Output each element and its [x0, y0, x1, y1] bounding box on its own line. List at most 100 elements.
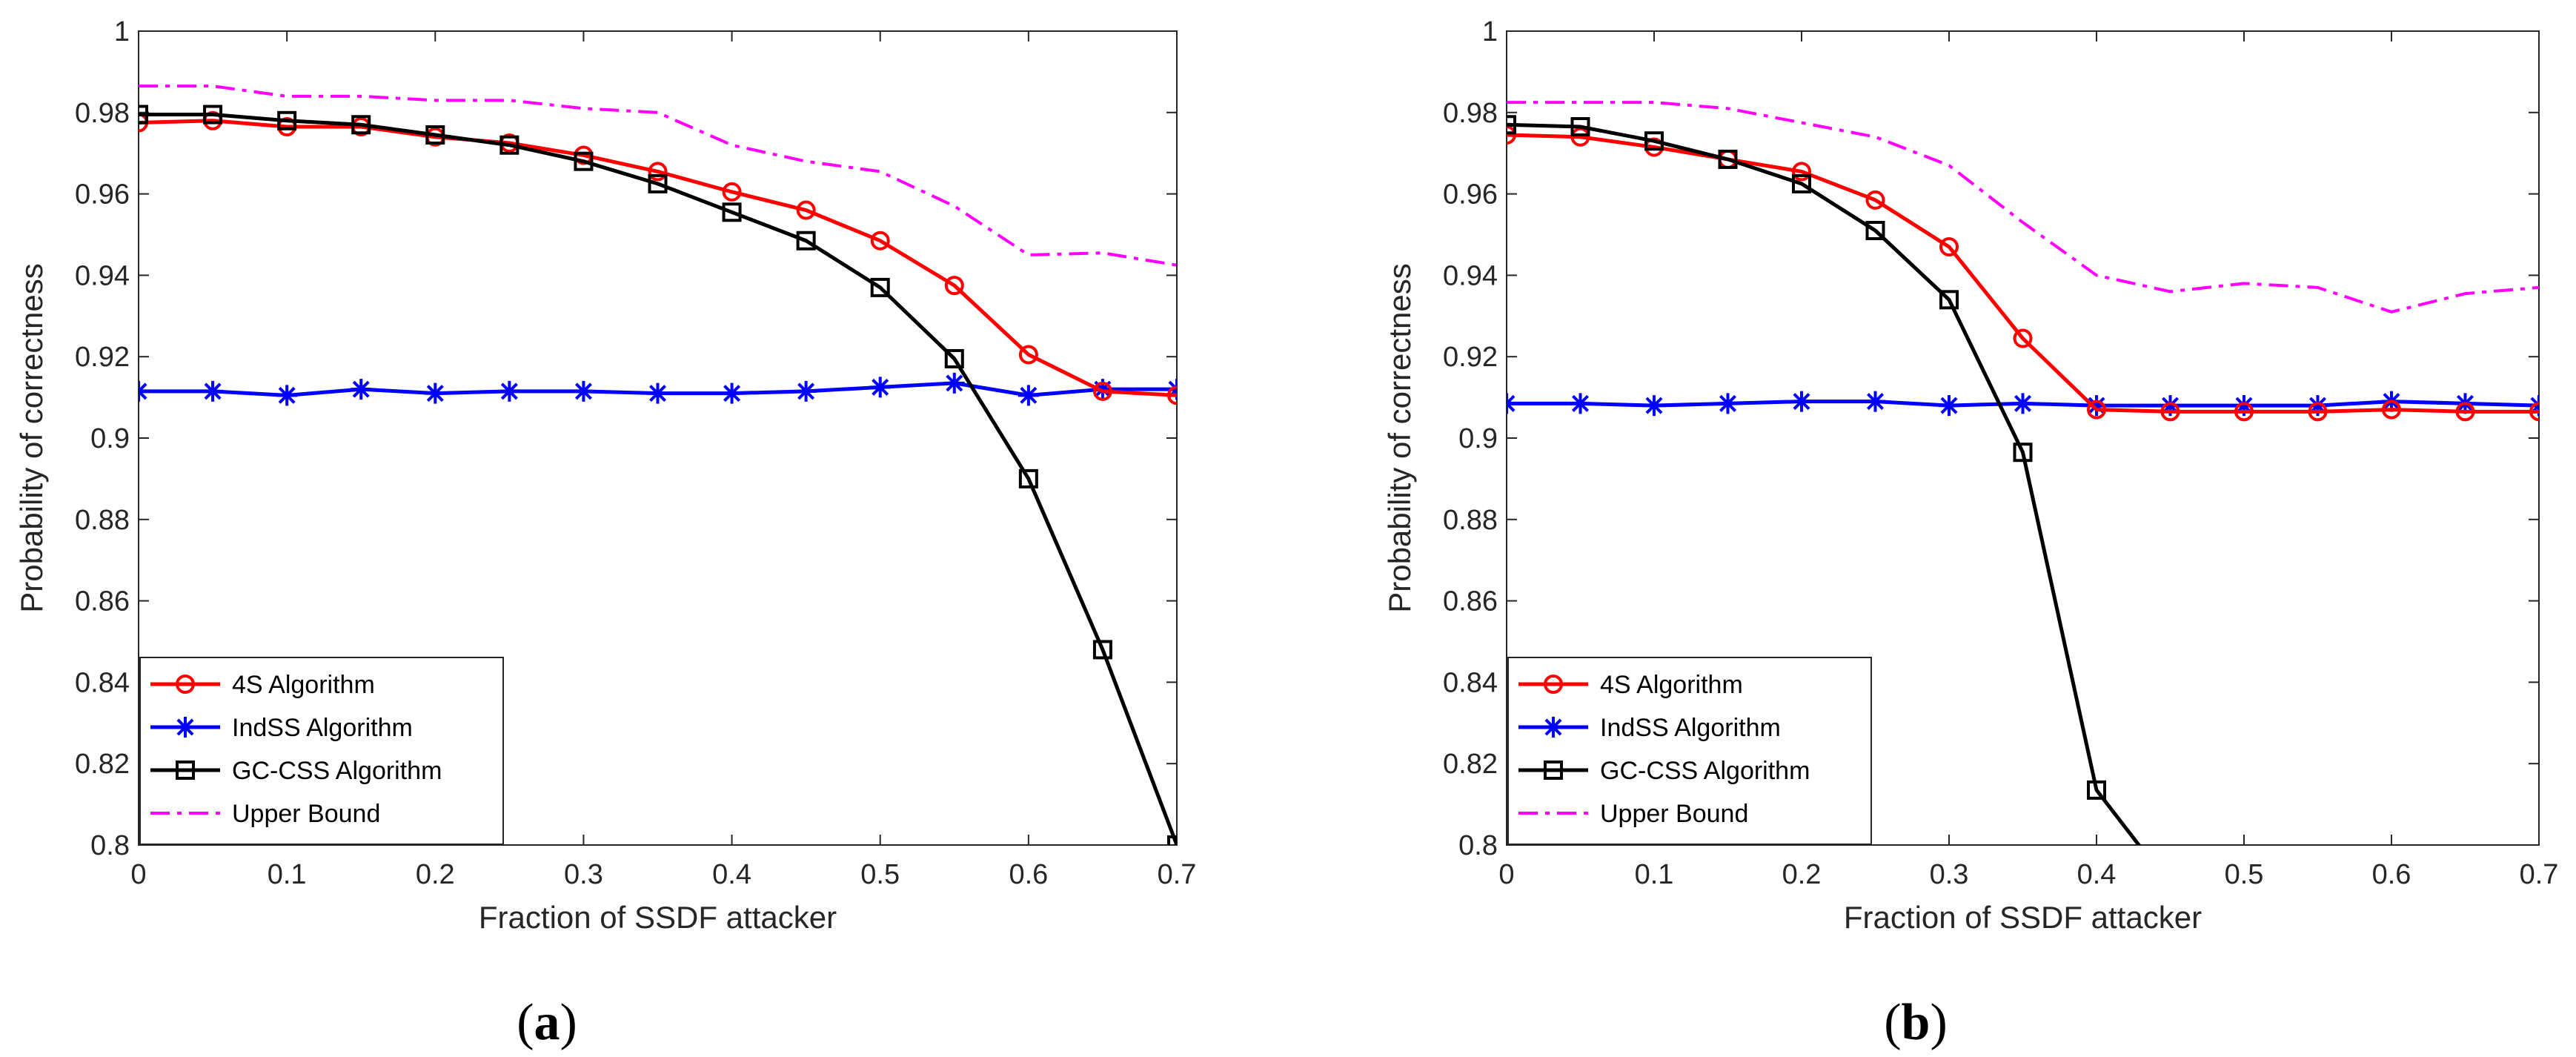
- data-point: [499, 380, 520, 402]
- x-tick-label: 0.6: [1009, 859, 1048, 890]
- panel-caption: (a): [517, 994, 577, 1051]
- y-axis-label: Probability of correctness: [14, 263, 49, 613]
- data-point: [1717, 393, 1739, 414]
- legend-label: 4S Algorithm: [1600, 671, 1743, 699]
- y-axis-label: Probability of correctness: [1382, 263, 1417, 613]
- data-point: [1865, 221, 1885, 241]
- legend-label: GC-CSS Algorithm: [1600, 757, 1810, 785]
- data-point: [1092, 640, 1112, 660]
- legend-label: IndSS Algorithm: [232, 714, 413, 742]
- chart-panel-b: 0 0.1 0.2 0.3 0.4 0.5 0.6 0.7 0.8 0.82 0.84 0.86 0.8…: [1382, 16, 2558, 1051]
- x-tick-label: 0.1: [1635, 859, 1674, 890]
- data-point: [2529, 402, 2539, 422]
- data-point: [2308, 402, 2328, 422]
- data-point: [425, 382, 446, 404]
- legend-marker: [1544, 761, 1563, 780]
- x-axis-label: Fraction of SSDF attacker: [479, 900, 837, 935]
- data-point: [722, 182, 742, 202]
- data-point: [1507, 125, 1516, 145]
- x-axis-label: Fraction of SSDF attacker: [1844, 900, 2202, 935]
- data-point: [647, 382, 668, 404]
- y-tick-label: 0.84: [1443, 667, 1498, 698]
- data-point: [2160, 395, 2181, 417]
- y-tick-label: 0.88: [1443, 505, 1498, 536]
- series-line-gc-css-algorithm: [1507, 122, 2142, 845]
- data-point: [2087, 400, 2106, 420]
- data-point: [277, 110, 297, 130]
- data-point: [1644, 131, 1664, 151]
- data-point: [1644, 395, 1664, 417]
- data-point: [796, 200, 816, 220]
- data-point: [1018, 468, 1038, 488]
- data-point: [1792, 162, 1811, 182]
- data-point: [1507, 393, 1517, 414]
- legend-label: Upper Bound: [232, 800, 380, 828]
- data-point: [1865, 190, 1885, 210]
- x-tick-label: 0: [1498, 859, 1514, 890]
- x-tick-label: 0.3: [564, 859, 603, 890]
- y-tick-label: 0.86: [1443, 586, 1498, 617]
- y-tick-label: 0.96: [75, 179, 130, 211]
- y-tick-label: 0.98: [1443, 98, 1498, 129]
- series-line-upper-bound: [1507, 101, 2539, 314]
- y-tick-label: 0.92: [1443, 342, 1498, 373]
- data-point: [1507, 115, 1516, 135]
- data-point: [2162, 878, 2179, 894]
- data-point: [1018, 385, 1039, 406]
- data-point: [2086, 395, 2107, 417]
- y-tick-label: 0.98: [75, 98, 130, 129]
- y-tick-label: 0.94: [1443, 260, 1498, 291]
- data-point: [796, 231, 816, 251]
- legend-marker: [1543, 717, 1564, 738]
- x-tick-label: 0.2: [1782, 859, 1822, 890]
- series-group: [1507, 101, 2539, 894]
- legend: 4S Algorithm IndSS Algorithm GC-CSS Algori…: [139, 657, 504, 845]
- legend-marker: [176, 675, 195, 694]
- x-tick-label: 0.6: [2372, 859, 2411, 890]
- legend-label: Upper Bound: [1600, 800, 1748, 828]
- y-tick-label: 0.92: [75, 342, 130, 373]
- y-tick-label: 0.82: [1443, 749, 1498, 780]
- data-point: [2382, 400, 2401, 420]
- data-point: [1167, 385, 1177, 405]
- x-tick-label: 0.4: [712, 859, 751, 890]
- x-tick-label: 0: [130, 859, 146, 890]
- x-tick-label: 0.3: [1930, 859, 1969, 890]
- x-tick-label: 0.7: [1158, 859, 1197, 890]
- y-tick-label: 0.94: [75, 260, 130, 291]
- data-point: [722, 202, 742, 222]
- chart-panel-a: 0 0.1 0.2 0.3 0.4 0.5 0.6 0.7 0.8 0.82 0.84 0.86 0.8…: [14, 16, 1196, 1051]
- data-point: [2087, 780, 2106, 800]
- legend-label: 4S Algorithm: [232, 671, 375, 699]
- y-tick-label: 0.8: [90, 830, 130, 861]
- series-line-4s-algorithm: [139, 119, 1177, 397]
- data-point: [1570, 393, 1591, 414]
- legend-marker: [176, 761, 195, 780]
- y-tick-label: 0.86: [75, 586, 130, 617]
- data-point: [2160, 402, 2180, 422]
- data-point: [1792, 173, 1811, 193]
- data-point: [795, 380, 817, 402]
- data-point: [2234, 395, 2254, 417]
- y-tick-label: 1: [1482, 16, 1498, 47]
- series-line-upper-bound: [139, 85, 1177, 267]
- x-tick-label: 0.2: [416, 859, 455, 890]
- legend: 4S Algorithm IndSS Algorithm GC-CSS Algori…: [1507, 657, 1872, 845]
- data-point: [648, 173, 668, 193]
- data-point: [139, 380, 149, 402]
- data-point: [944, 348, 964, 368]
- data-point: [1570, 117, 1590, 137]
- y-tick-label: 0.88: [75, 505, 130, 536]
- y-tick-label: 1: [114, 16, 130, 47]
- data-point: [276, 385, 298, 406]
- data-point: [943, 372, 965, 394]
- data-point: [2013, 443, 2033, 463]
- x-tick-label: 0.1: [268, 859, 307, 890]
- data-point: [870, 277, 890, 297]
- data-point: [351, 379, 372, 400]
- data-point: [1718, 149, 1738, 169]
- legend-marker: [175, 717, 196, 738]
- x-tick-label: 0.7: [2520, 859, 2559, 890]
- data-point: [573, 380, 594, 402]
- data-point: [202, 380, 224, 402]
